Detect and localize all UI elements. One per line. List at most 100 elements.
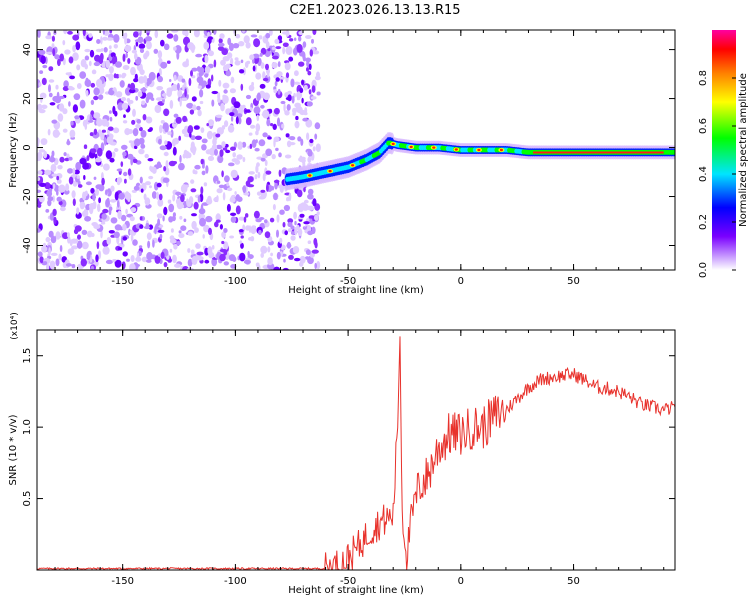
noise-blob	[109, 157, 115, 163]
noise-blob	[77, 234, 81, 240]
noise-blob	[143, 75, 148, 84]
noise-blob	[256, 162, 260, 167]
noise-blob	[56, 196, 62, 202]
noise-blob	[100, 230, 103, 239]
noise-blob	[187, 231, 194, 236]
noise-blob	[100, 36, 103, 45]
noise-blob	[223, 249, 228, 256]
noise-blob	[143, 225, 151, 230]
noise-blob	[260, 245, 268, 254]
noise-blob	[197, 109, 202, 117]
noise-blob	[288, 142, 296, 146]
noise-blob	[221, 170, 224, 178]
snr-panel: -150 -100 -50 0 50 0.5 1.0 1.5 Height of strai…	[8, 312, 676, 596]
noise-blob	[76, 175, 80, 179]
signal-peak-center	[477, 148, 481, 152]
noise-blob	[125, 208, 128, 215]
noise-blob	[152, 239, 155, 248]
noise-blob	[124, 45, 132, 52]
noise-blob	[121, 74, 126, 79]
noise-blob	[57, 165, 63, 170]
noise-blob	[262, 132, 268, 138]
noise-blob	[163, 206, 168, 216]
noise-blob	[193, 125, 200, 130]
signal-peak-center	[432, 146, 436, 149]
noise-blob	[178, 135, 181, 141]
noise-blob	[154, 30, 159, 39]
noise-blob	[264, 159, 268, 167]
noise-blob	[75, 161, 82, 171]
noise-blob	[276, 117, 281, 127]
noise-blob	[131, 49, 137, 54]
noise-blob	[162, 215, 165, 222]
noise-blob	[273, 266, 281, 270]
y-tick-label: 0	[22, 144, 33, 150]
noise-blob	[275, 77, 280, 82]
noise-blob	[229, 196, 236, 203]
noise-blob	[281, 123, 285, 129]
noise-blob	[160, 120, 165, 124]
noise-blob	[65, 72, 72, 76]
noise-blob	[256, 92, 261, 101]
noise-blob	[129, 82, 136, 91]
noise-blob	[282, 221, 286, 228]
noise-blob	[303, 221, 310, 225]
noise-blob	[174, 45, 182, 54]
noise-blob	[299, 155, 303, 162]
noise-blob	[130, 66, 136, 76]
noise-blob	[94, 157, 102, 163]
noise-blob	[112, 55, 115, 65]
noise-blob	[98, 197, 101, 204]
noise-blob	[138, 43, 146, 49]
noise-blob	[40, 138, 48, 146]
noise-blob	[63, 152, 67, 157]
noise-blob	[49, 260, 56, 270]
noise-blob	[235, 194, 240, 201]
noise-blob	[132, 128, 139, 137]
noise-blob	[276, 229, 279, 238]
noise-blob	[259, 83, 266, 89]
noise-blob	[114, 191, 119, 201]
noise-blob	[153, 48, 159, 54]
noise-blob	[270, 252, 273, 257]
noise-blob	[79, 99, 86, 109]
noise-blob	[245, 94, 252, 100]
noise-blob	[143, 193, 147, 201]
noise-blob	[37, 170, 43, 175]
spectrogram-x-label: Height of straight line (km)	[288, 285, 424, 296]
noise-blob	[270, 123, 274, 127]
noise-blob	[123, 114, 126, 118]
noise-blob	[272, 204, 276, 211]
noise-blob	[255, 130, 259, 136]
noise-blob	[156, 213, 163, 219]
noise-blob	[275, 147, 279, 152]
noise-blob	[250, 225, 257, 235]
noise-blob	[146, 259, 152, 263]
noise-blob	[180, 225, 187, 231]
noise-blob	[127, 58, 131, 64]
noise-blob	[102, 36, 108, 41]
noise-blob	[276, 251, 281, 260]
noise-blob	[84, 190, 88, 197]
snr-x-label: Height of straight line (km)	[288, 585, 424, 596]
noise-blob	[108, 45, 112, 50]
noise-blob	[253, 38, 261, 48]
noise-blob	[122, 236, 128, 241]
noise-blob	[93, 176, 97, 180]
noise-blob	[293, 47, 298, 56]
noise-blob	[41, 245, 48, 253]
x-tick-label: 50	[567, 576, 580, 587]
noise-blob	[122, 223, 127, 231]
noise-blob	[234, 57, 239, 61]
noise-blob	[215, 133, 221, 138]
noise-blob	[186, 152, 192, 159]
noise-blob	[308, 63, 312, 70]
noise-blob	[133, 185, 140, 191]
noise-blob	[80, 258, 88, 267]
noise-blob	[154, 104, 162, 114]
noise-blob	[72, 104, 78, 113]
noise-blob	[274, 38, 280, 45]
noise-blob	[83, 175, 86, 180]
noise-blob	[314, 122, 321, 130]
noise-blob	[260, 157, 266, 162]
